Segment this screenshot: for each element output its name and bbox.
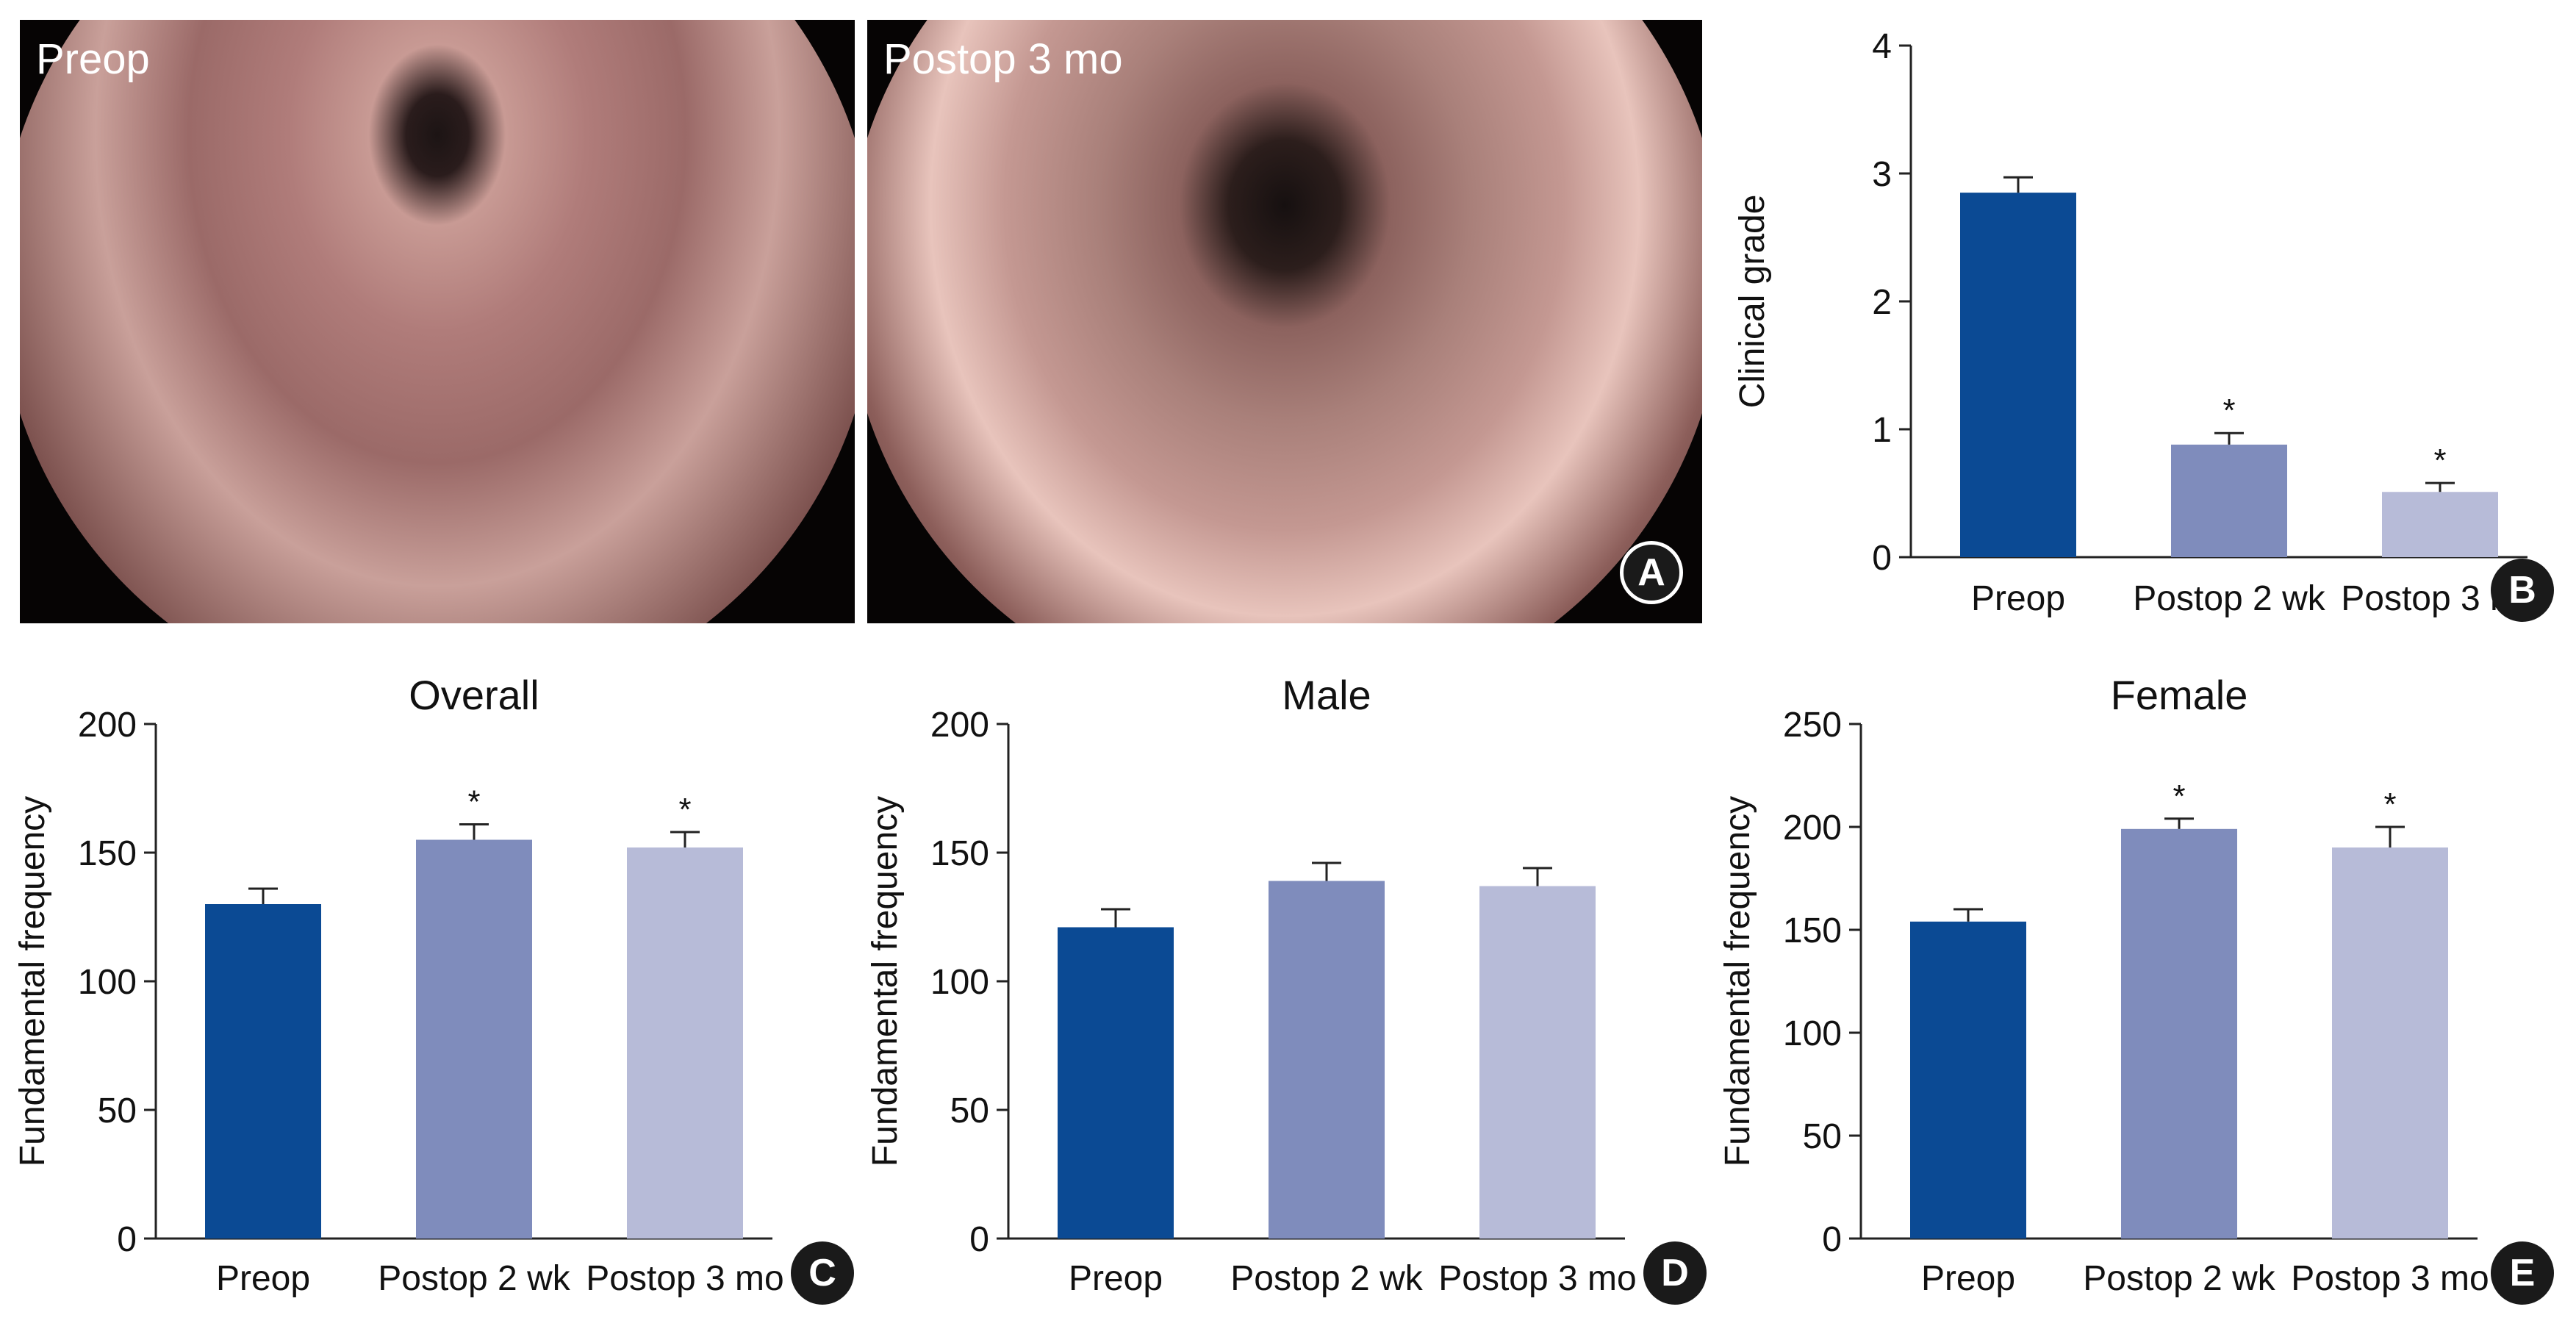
bar-2 bbox=[416, 839, 532, 1239]
x-tick-label: Postop 3 mo bbox=[586, 1259, 783, 1298]
y-tick-label: 50 bbox=[1803, 1117, 1842, 1156]
bar-3 bbox=[627, 847, 743, 1239]
x-tick-label: Postop 2 wk bbox=[1230, 1259, 1423, 1298]
bar-3 bbox=[2382, 492, 2498, 557]
y-tick-label: 4 bbox=[1872, 27, 1892, 66]
y-axis-label: Fundamental frequency bbox=[1718, 796, 1757, 1166]
x-tick-label: Postop 2 wk bbox=[378, 1259, 570, 1298]
endoscopy-photo-postop: Postop 3 mo A bbox=[867, 20, 1702, 623]
panel-label-c: C bbox=[791, 1241, 854, 1305]
panel-label-e: E bbox=[2491, 1241, 2554, 1305]
y-tick-label: 150 bbox=[930, 834, 989, 873]
panel-label-a: A bbox=[1620, 541, 1683, 604]
bar-3 bbox=[1479, 886, 1596, 1239]
y-axis-label: Fundamental frequency bbox=[13, 796, 52, 1166]
significance-marker: * bbox=[2383, 786, 2396, 823]
significance-marker: * bbox=[2433, 442, 2446, 479]
bar-2 bbox=[1269, 881, 1385, 1239]
chart-ff-male: 0 50 100 150 200 Fundamental frequency Male Pre… bbox=[866, 672, 1637, 1298]
bar-1 bbox=[1058, 927, 1174, 1239]
y-tick-label: 0 bbox=[1822, 1220, 1842, 1259]
panel-label-b: B bbox=[2491, 559, 2554, 622]
y-tick-label: 150 bbox=[78, 834, 137, 873]
y-tick-label: 3 bbox=[1872, 155, 1892, 194]
significance-marker: * bbox=[2173, 778, 2185, 814]
laryngoscope-view-postop bbox=[867, 20, 1702, 623]
chart-ff-overall: 0 50 100 150 200 Fundamental frequency Overall… bbox=[13, 672, 784, 1298]
y-tick-label: 0 bbox=[1872, 539, 1892, 578]
y-tick-label: 0 bbox=[969, 1220, 989, 1259]
y-tick-label: 200 bbox=[1783, 809, 1842, 847]
photo-label-preop: Preop bbox=[36, 35, 150, 83]
significance-marker: * bbox=[467, 784, 480, 820]
photo-label-postop: Postop 3 mo bbox=[883, 35, 1123, 83]
bar-1 bbox=[1960, 193, 2076, 557]
y-tick-label: 50 bbox=[98, 1092, 137, 1130]
y-tick-label: 200 bbox=[78, 706, 137, 745]
y-tick-label: 150 bbox=[1783, 911, 1842, 950]
y-tick-label: 50 bbox=[950, 1092, 989, 1130]
chart-title: Male bbox=[1282, 672, 1371, 718]
y-tick-label: 2 bbox=[1872, 283, 1892, 322]
y-tick-label: 100 bbox=[930, 963, 989, 1002]
bar-3 bbox=[2332, 847, 2448, 1239]
y-axis-label: Fundamental frequency bbox=[866, 796, 905, 1166]
y-tick-label: 250 bbox=[1783, 706, 1842, 745]
x-tick-label: Preop bbox=[216, 1259, 310, 1298]
y-axis-label: Clinical grade bbox=[1733, 195, 1772, 409]
y-tick-label: 0 bbox=[117, 1220, 137, 1259]
x-tick-label: Preop bbox=[1971, 579, 2065, 618]
significance-marker: * bbox=[2222, 393, 2235, 429]
chart-ff-female: 0 50 100 150 200 250 Fundamental frequency Fema… bbox=[1718, 672, 2489, 1298]
y-tick-label: 1 bbox=[1872, 411, 1892, 450]
x-tick-label: Postop 3 mo bbox=[1438, 1259, 1636, 1298]
laryngoscope-view-preop bbox=[20, 20, 855, 623]
panel-label-d: D bbox=[1643, 1241, 1707, 1305]
x-tick-label: Postop 3 mo bbox=[2291, 1259, 2489, 1298]
bar-2 bbox=[2171, 444, 2287, 557]
bar-1 bbox=[1910, 921, 2026, 1239]
y-tick-label: 200 bbox=[930, 706, 989, 745]
significance-marker: * bbox=[678, 792, 691, 828]
bar-2 bbox=[2121, 828, 2237, 1239]
x-tick-label: Postop 2 wk bbox=[2133, 579, 2325, 618]
x-tick-label: Preop bbox=[1921, 1259, 2015, 1298]
endoscopy-photo-preop: Preop bbox=[20, 20, 855, 623]
bar-1 bbox=[205, 904, 321, 1239]
x-tick-label: Preop bbox=[1069, 1259, 1163, 1298]
chart-title: Female bbox=[2111, 672, 2248, 718]
y-tick-label: 100 bbox=[1783, 1014, 1842, 1053]
x-tick-label: Postop 2 wk bbox=[2083, 1259, 2275, 1298]
chart-title: Overall bbox=[409, 672, 539, 718]
y-tick-label: 100 bbox=[78, 963, 137, 1002]
